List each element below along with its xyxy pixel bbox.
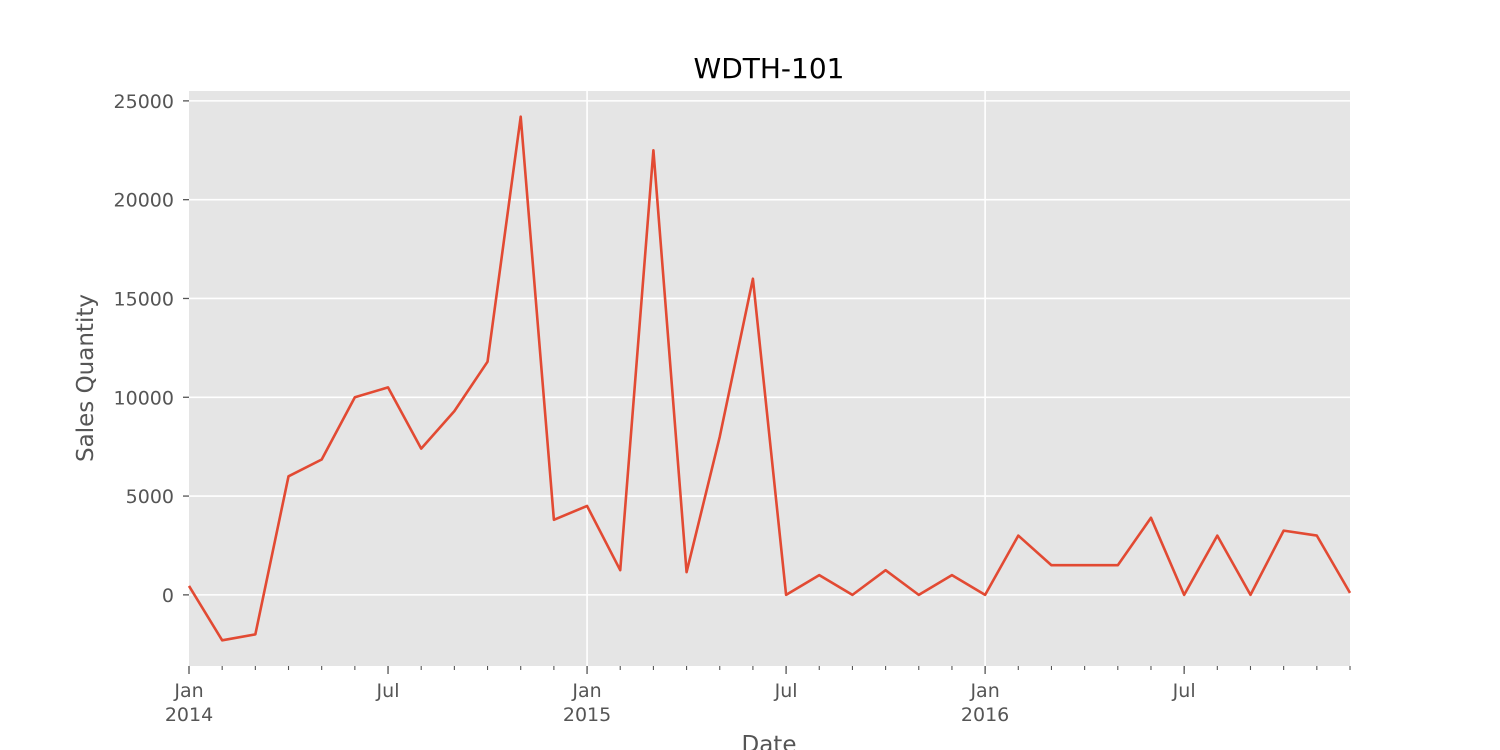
grid-lines: [189, 91, 1350, 666]
y-tick-label: 20000: [114, 190, 174, 212]
series-line: [187, 115, 1352, 642]
x-tick-label: Jan: [571, 680, 601, 702]
y-tick-label: 15000: [114, 288, 174, 310]
x-tick-label: Jan: [173, 680, 203, 702]
y-tick-label: 0: [162, 585, 174, 607]
y-axis-label: Sales Quantity: [73, 294, 99, 462]
x-tick-year-label: 2014: [165, 704, 213, 726]
y-tick-label: 25000: [114, 91, 174, 113]
x-axis-label: Date: [742, 732, 797, 750]
chart-title: WDTH-101: [694, 52, 845, 85]
plot-background: [189, 91, 1350, 666]
x-tick-year-label: 2015: [563, 704, 611, 726]
x-tick-label: Jul: [1172, 680, 1196, 702]
x-tick-label: Jul: [774, 680, 798, 702]
x-tick-label: Jan: [969, 680, 999, 702]
x-tick-year-label: 2016: [961, 704, 1009, 726]
y-tick-label: 10000: [114, 387, 174, 409]
y-tick-label: 5000: [126, 486, 174, 508]
x-tick-label: Jul: [376, 680, 400, 702]
